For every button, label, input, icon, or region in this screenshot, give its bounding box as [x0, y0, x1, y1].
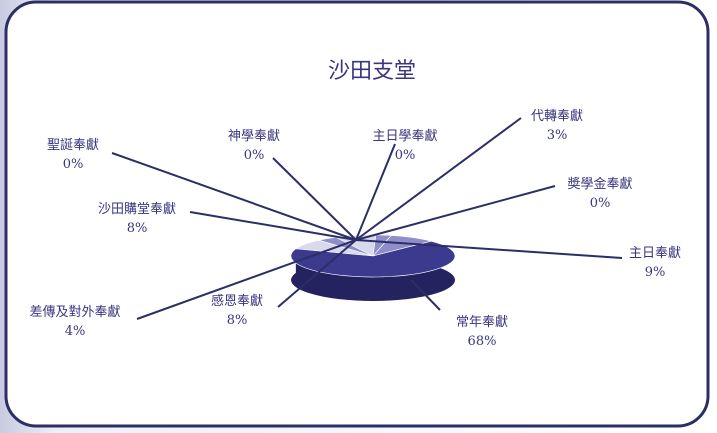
slice-label-聖誕奉獻: 聖誕奉獻	[47, 137, 99, 153]
slice-percent-差傳及對外奉獻: 4%	[65, 324, 86, 339]
slice-label-奬學金奉獻: 奬學金奉獻	[567, 176, 632, 192]
slice-percent-奬學金奉獻: 0%	[590, 196, 611, 211]
slice-label-沙田購堂奉獻: 沙田購堂奉獻	[98, 201, 176, 217]
pie-group	[290, 234, 456, 301]
slice-percent-主日學奉獻: 0%	[395, 148, 416, 163]
leader-line-奬學金奉獻	[355, 185, 556, 241]
pie-side-常年奉獻	[291, 241, 455, 301]
slice-label-主日學奉獻: 主日學奉獻	[372, 128, 437, 144]
leader-line-聖誕奉獻	[111, 152, 357, 241]
pie-slice-常年奉獻	[290, 240, 456, 278]
leader-line-神學奉獻	[272, 157, 357, 241]
slice-percent-主日奉獻: 9%	[645, 265, 666, 280]
leader-lines	[111, 117, 623, 320]
leader-line-常年奉獻	[410, 279, 441, 311]
slice-label-代轉奉獻: 代轉奉獻	[531, 108, 583, 124]
leader-line-感恩奉獻	[277, 239, 357, 308]
leader-line-代轉奉獻	[355, 117, 522, 241]
slice-label-感恩奉獻: 感恩奉獻	[211, 293, 263, 309]
leader-line-主日奉獻	[355, 239, 623, 259]
leader-line-主日學奉獻	[355, 143, 396, 241]
slice-label-常年奉獻: 常年奉獻	[456, 314, 508, 330]
chart-border	[4, 0, 710, 428]
slice-percent-聖誕奉獻: 0%	[63, 157, 84, 172]
slice-labels: 常年奉獻 68% 主日奉獻 9% 奬學金奉獻 0% 代轉奉獻 3% 主日學奉獻 0% 神學奉獻 0% 聖…	[29, 108, 681, 349]
slice-percent-神學奉獻: 0%	[244, 148, 265, 163]
leader-line-沙田購堂奉獻	[189, 211, 357, 241]
slice-percent-常年奉獻: 68%	[468, 334, 497, 349]
slice-percent-代轉奉獻: 3%	[547, 128, 568, 143]
slice-label-差傳及對外奉獻: 差傳及對外奉獻	[29, 304, 120, 320]
slice-percent-感恩奉獻: 8%	[227, 313, 248, 328]
leader-line-差傳及對外奉獻	[136, 239, 357, 320]
slice-label-主日奉獻: 主日奉獻	[629, 245, 681, 261]
chart-title: 沙田支堂	[328, 59, 416, 84]
slice-percent-沙田購堂奉獻: 8%	[127, 221, 148, 236]
slice-label-神學奉獻: 神學奉獻	[228, 128, 280, 144]
